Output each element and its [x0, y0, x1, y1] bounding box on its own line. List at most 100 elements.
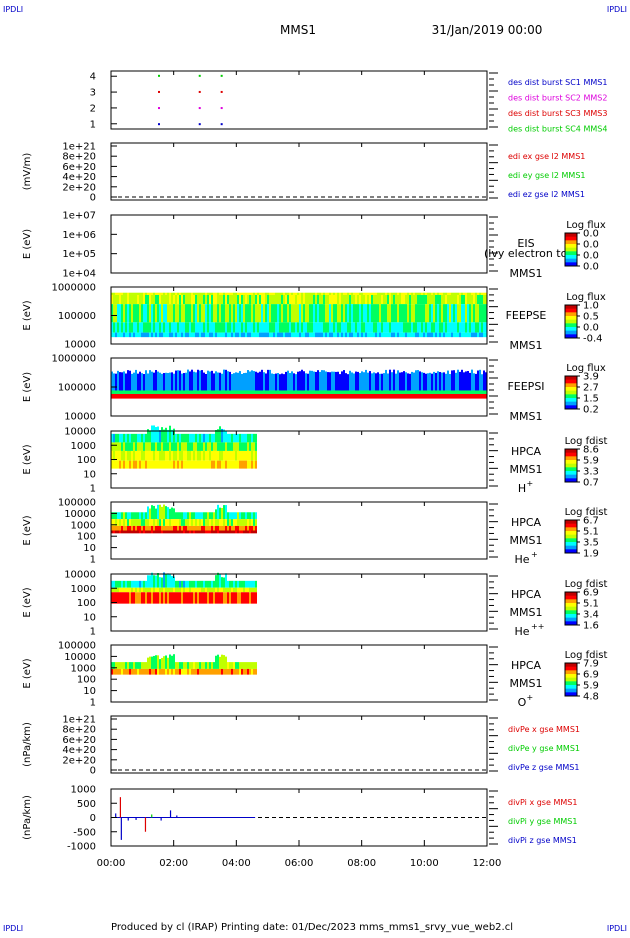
- heatmap-cell: [183, 525, 185, 531]
- heatmap-cell: [189, 450, 191, 461]
- heatmap-cell: [189, 292, 191, 295]
- heatmap-cell: [157, 390, 159, 394]
- heatmap-cell: [249, 390, 251, 394]
- heatmap-cell: [261, 322, 263, 333]
- heatmap-cell: [175, 530, 177, 534]
- heatmap-cell: [145, 460, 147, 469]
- heatmap-cell: [197, 662, 199, 669]
- heatmap-cell: [183, 668, 185, 675]
- heatmap-cell: [471, 294, 473, 305]
- heatmap-cell: [201, 460, 203, 469]
- heatmap-cell: [277, 294, 279, 305]
- heatmap-cell: [151, 322, 153, 333]
- heatmap-cell: [445, 332, 447, 338]
- heatmap-cell: [235, 460, 237, 469]
- heatmap-cell: [139, 292, 141, 295]
- heatmap-cell: [287, 390, 289, 394]
- heatmap-cell: [245, 668, 247, 675]
- heatmap-cell: [407, 292, 409, 295]
- heatmap-cell: [293, 332, 295, 338]
- heatmap-cell: [415, 393, 417, 399]
- heatmap-cell: [423, 304, 425, 323]
- heatmap-cell: [225, 587, 227, 593]
- heatmap-cell: [137, 390, 139, 394]
- heatmap-cell: [245, 587, 247, 593]
- y-axis-label: E (eV): [22, 300, 33, 330]
- heatmap-cell: [175, 390, 177, 394]
- heatmap-cell: [359, 332, 361, 338]
- heatmap-cell: [311, 292, 313, 295]
- heatmap-cell: [265, 322, 267, 333]
- heatmap-cell: [379, 292, 381, 295]
- heatmap-cell: [231, 512, 233, 520]
- colorbar-tick-label: 3.9: [583, 372, 599, 383]
- heatmap-cell: [431, 322, 433, 333]
- heatmap-cell: [139, 525, 141, 531]
- heatmap-cell: [267, 369, 269, 391]
- heatmap-cell: [155, 427, 157, 443]
- heatmap-cell: [195, 587, 197, 593]
- heatmap-cell: [159, 304, 161, 323]
- heatmap-cell: [161, 657, 163, 669]
- heatmap-cell: [237, 322, 239, 333]
- heatmap-cell: [335, 322, 337, 333]
- heatmap-cell: [123, 294, 125, 305]
- heatmap-cell: [349, 390, 351, 394]
- heatmap-cell: [187, 442, 189, 451]
- heatmap-cell: [119, 294, 121, 305]
- heatmap-cell: [243, 322, 245, 333]
- heatmap-cell: [243, 332, 245, 338]
- heatmap-cell: [437, 393, 439, 399]
- heatmap-cell: [255, 442, 257, 451]
- heatmap-cell: [119, 519, 121, 526]
- heatmap-cell: [127, 662, 129, 669]
- heatmap-cell: [255, 512, 257, 520]
- heatmap-cell: [125, 525, 127, 531]
- heatmap-cell: [123, 442, 125, 451]
- heatmap-cell: [441, 390, 443, 394]
- heatmap-cell: [481, 332, 483, 338]
- heatmap-cell: [291, 322, 293, 333]
- colorbar-swatch: [565, 390, 577, 395]
- heatmap-cell: [265, 393, 267, 399]
- heatmap-cell: [243, 662, 245, 669]
- heatmap-cell: [267, 393, 269, 399]
- heatmap-cell: [311, 393, 313, 399]
- heatmap-cell: [175, 332, 177, 338]
- heatmap-cell: [289, 393, 291, 399]
- heatmap-cell: [165, 322, 167, 333]
- heatmap-cell: [119, 460, 121, 469]
- heatmap-cell: [153, 519, 155, 526]
- heatmap-cell: [227, 512, 229, 520]
- heatmap-cell: [463, 393, 465, 399]
- heatmap-cell: [281, 292, 283, 295]
- heatmap-cell: [167, 304, 169, 323]
- heatmap-cell: [283, 322, 285, 333]
- heatmap-cell: [141, 450, 143, 461]
- heatmap-cell: [171, 372, 173, 391]
- heatmap-cell: [137, 450, 139, 461]
- heatmap-cell: [463, 294, 465, 305]
- heatmap-cell: [155, 332, 157, 338]
- heatmap-cell: [121, 304, 123, 323]
- heatmap-cell: [231, 294, 233, 305]
- heatmap-cell: [251, 304, 253, 323]
- heatmap-cell: [465, 371, 467, 391]
- heatmap-cell: [243, 294, 245, 305]
- heatmap-cell: [181, 294, 183, 305]
- heatmap-cell: [441, 372, 443, 391]
- heatmap-cell: [355, 304, 357, 323]
- heatmap-cell: [223, 460, 225, 469]
- heatmap-cell: [277, 332, 279, 338]
- colorbar-swatch: [565, 305, 577, 310]
- heatmap-cell: [419, 304, 421, 323]
- heatmap-cell: [281, 393, 283, 399]
- heatmap-cell: [289, 304, 291, 323]
- colorbar-frame: [564, 304, 578, 339]
- heatmap-cell: [155, 655, 157, 669]
- colorbar-swatch: [565, 617, 577, 622]
- heatmap-cell: [163, 304, 165, 323]
- heatmap-cell: [219, 442, 221, 451]
- heatmap-cell: [111, 460, 113, 469]
- heatmap-cell: [423, 322, 425, 333]
